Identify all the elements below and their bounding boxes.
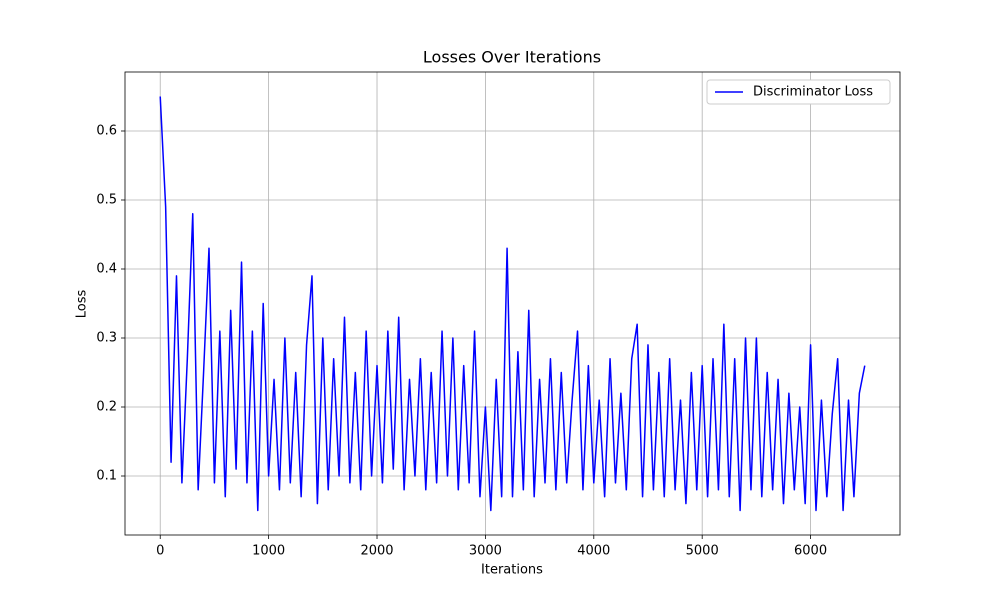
plot-frame <box>124 71 901 536</box>
data-line <box>159 96 866 512</box>
legend-label: Discriminator Loss <box>753 85 873 100</box>
x-tick-label: 1000 <box>252 544 285 559</box>
x-tick-label: 5000 <box>686 544 719 559</box>
x-tick-label: 6000 <box>794 544 827 559</box>
y-tick-label: 0.3 <box>96 331 117 346</box>
y-tick-label: 0.5 <box>96 192 117 207</box>
y-axis-label: Loss <box>75 290 90 319</box>
x-tick-label: 3000 <box>469 544 502 559</box>
x-axis-label: Iterations <box>481 563 543 578</box>
x-tick-label: 0 <box>156 544 164 559</box>
y-tick-label: 0.1 <box>96 469 117 484</box>
x-tick-label: 4000 <box>577 544 610 559</box>
y-tick-label: 0.6 <box>96 123 117 138</box>
legend-box <box>706 79 891 105</box>
x-tick-label: 2000 <box>360 544 393 559</box>
y-tick-label: 0.4 <box>96 261 117 276</box>
y-tick-label: 0.2 <box>96 400 117 415</box>
chart-title: Losses Over Iterations <box>423 48 601 67</box>
